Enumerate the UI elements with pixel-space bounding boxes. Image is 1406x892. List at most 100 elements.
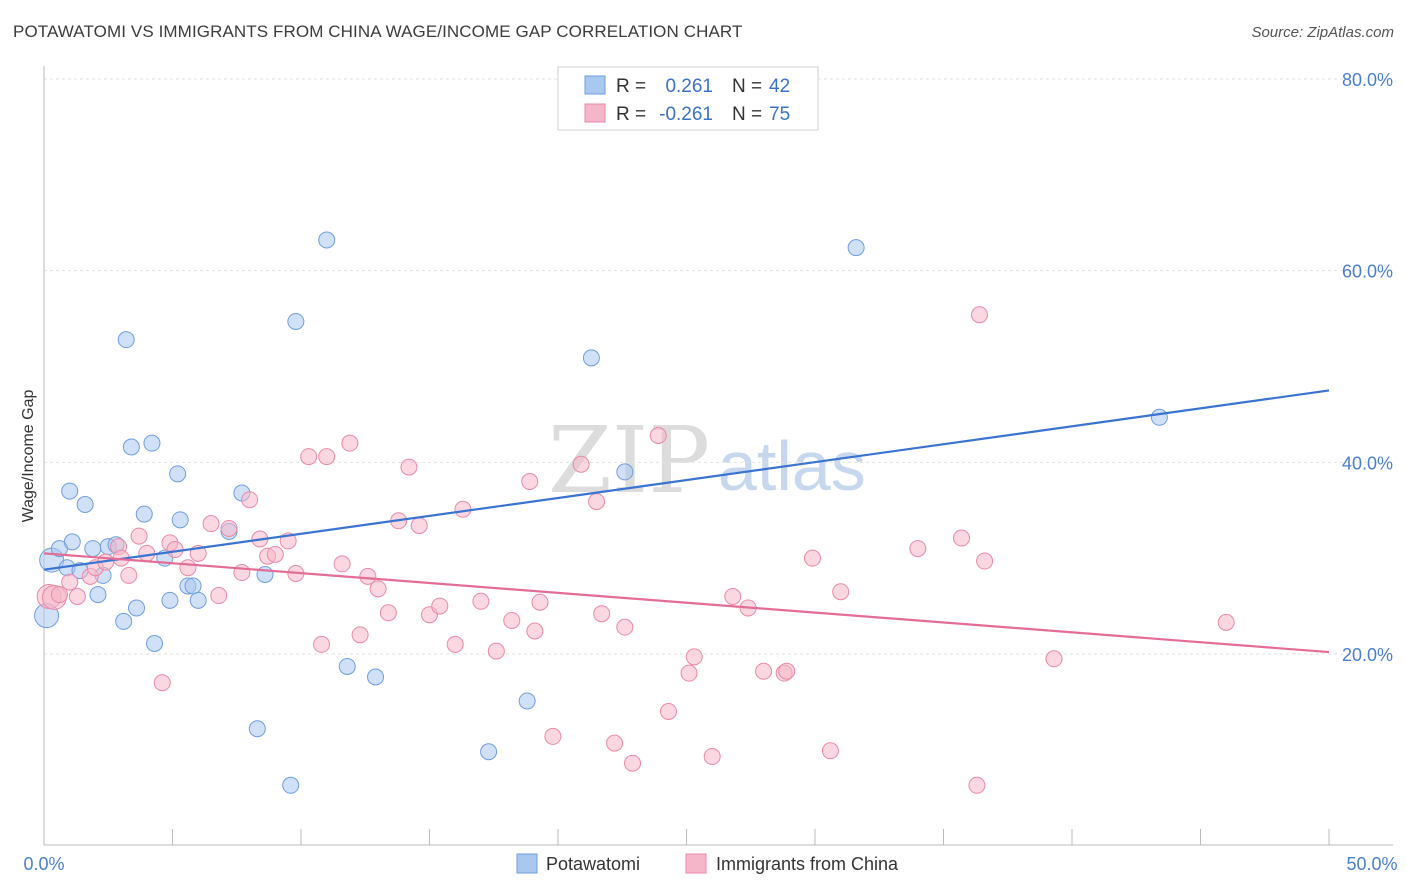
point-china-68 <box>821 742 839 760</box>
trend-line-china <box>43 552 1330 654</box>
point-potawatomi-15 <box>122 438 140 456</box>
point-china-33 <box>351 626 369 644</box>
y-tick-labels: 20.0% 40.0% 60.0% 80.0% <box>1342 70 1393 665</box>
bottom-legend-label-china: Immigrants from China <box>716 854 899 874</box>
point-china-46 <box>503 611 521 629</box>
point-china-72 <box>968 776 986 794</box>
y-tick-label-40: 40.0% <box>1342 453 1393 473</box>
point-potawatomi-5 <box>63 533 81 551</box>
point-china-22 <box>241 491 259 509</box>
point-china-34 <box>359 567 377 585</box>
point-potawatomi-7 <box>76 496 94 513</box>
point-china-75 <box>1045 650 1063 668</box>
watermark-zip: ZIP <box>548 407 710 514</box>
point-china-56 <box>624 754 642 772</box>
point-china-20 <box>220 519 238 537</box>
point-china-3 <box>61 573 79 591</box>
point-china-61 <box>703 748 721 766</box>
point-china-42 <box>446 635 464 653</box>
chart-source: Source: ZipAtlas.com <box>1251 24 1394 41</box>
point-potawatomi-31 <box>282 776 300 794</box>
point-potawatomi-16 <box>128 599 146 617</box>
point-potawatomi-40 <box>847 239 865 257</box>
point-potawatomi-13 <box>115 612 133 630</box>
point-china-11 <box>130 527 148 545</box>
point-china-21 <box>233 564 251 582</box>
legend-n-value-1: 75 <box>769 104 790 125</box>
point-china-18 <box>202 515 220 533</box>
point-china-70 <box>909 540 927 558</box>
point-china-30 <box>318 448 336 466</box>
point-potawatomi-9 <box>89 586 107 604</box>
point-china-29 <box>313 635 331 653</box>
point-potawatomi-25 <box>184 577 202 595</box>
point-china-44 <box>472 592 490 610</box>
point-potawatomi-32 <box>287 312 305 330</box>
point-potawatomi-34 <box>338 657 356 675</box>
bottom-legend-swatch-china <box>685 853 707 874</box>
point-potawatomi-8 <box>84 540 102 558</box>
legend-n-label-0: N = <box>732 76 762 97</box>
trend-line-potawatomi <box>43 389 1330 571</box>
point-potawatomi-37 <box>518 692 536 710</box>
point-china-13 <box>153 674 171 692</box>
point-potawatomi-29 <box>248 720 266 738</box>
point-china-76 <box>1217 613 1235 631</box>
point-china-36 <box>379 604 397 622</box>
point-china-67 <box>803 549 821 567</box>
trend-lines <box>43 389 1330 654</box>
point-china-47 <box>521 473 539 490</box>
point-potawatomi-21 <box>161 591 179 609</box>
point-china-57 <box>649 427 667 444</box>
chart-title: POTAWATOMI VS IMMIGRANTS FROM CHINA WAGE… <box>13 22 743 41</box>
bottom-legend: Potawatomi Immigrants from China <box>516 853 899 874</box>
point-china-66 <box>778 662 796 680</box>
point-potawatomi-39 <box>616 463 634 481</box>
point-china-45 <box>487 642 505 660</box>
point-china-50 <box>544 727 562 745</box>
point-potawatomi-19 <box>146 634 164 652</box>
legend: R = 0.261 N = 42 R = -0.261 N = 75 <box>557 66 819 131</box>
data-points <box>34 231 1235 794</box>
point-china-62 <box>724 588 742 605</box>
point-china-16 <box>179 559 197 577</box>
point-china-48 <box>526 622 544 640</box>
point-china-2 <box>50 586 68 604</box>
point-china-10 <box>120 566 138 584</box>
point-china-38 <box>400 458 418 476</box>
point-china-51 <box>572 455 590 473</box>
point-potawatomi-41 <box>1150 408 1168 426</box>
x-tick-label-50: 50.0% <box>1346 854 1397 874</box>
legend-n-value-0: 42 <box>769 76 790 97</box>
legend-swatch-potawatomi <box>584 75 606 95</box>
point-china-54 <box>606 734 624 752</box>
y-tick-label-80: 80.0% <box>1342 70 1393 90</box>
point-potawatomi-33 <box>318 231 336 249</box>
point-china-12 <box>138 544 156 562</box>
point-china-4 <box>68 588 86 605</box>
point-china-64 <box>755 662 773 680</box>
point-potawatomi-22 <box>169 465 187 483</box>
axes <box>43 66 1393 846</box>
point-china-32 <box>341 434 359 452</box>
point-china-73 <box>970 306 988 324</box>
point-china-69 <box>832 583 850 601</box>
point-china-60 <box>685 648 703 666</box>
y-tick-label-60: 60.0% <box>1342 262 1393 282</box>
point-china-19 <box>210 587 228 605</box>
point-china-41 <box>431 597 449 615</box>
point-china-28 <box>300 448 318 466</box>
point-china-52 <box>588 493 606 511</box>
legend-swatch-china <box>584 103 606 123</box>
point-potawatomi-26 <box>189 591 207 609</box>
point-china-39 <box>410 517 428 535</box>
point-china-53 <box>593 605 611 623</box>
point-potawatomi-36 <box>480 743 498 761</box>
point-potawatomi-38 <box>582 349 600 367</box>
legend-r-label-0: R = <box>616 76 646 97</box>
legend-r-label-1: R = <box>616 104 646 125</box>
legend-r-value-0: 0.261 <box>665 76 713 97</box>
point-potawatomi-4 <box>61 482 79 500</box>
point-potawatomi-23 <box>171 511 189 529</box>
